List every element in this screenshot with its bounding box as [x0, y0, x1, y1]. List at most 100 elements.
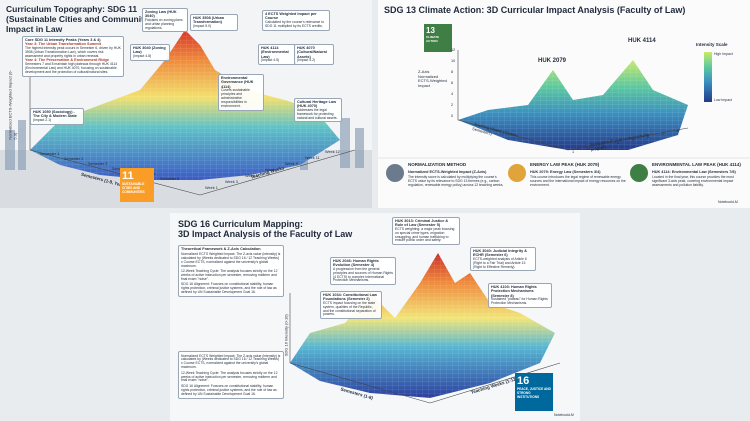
- note-head: HUK 4114: Environmental Law (Semesters 7…: [652, 170, 736, 174]
- z-tick-label: 12: [451, 48, 456, 52]
- y-axis-label: Normalized ECTS-Weighted Impact (0-5.0): [7, 70, 17, 140]
- callout-title: HUK 3508 (Urban Transformation): [193, 16, 225, 25]
- note-text: This course introduces the legal regime …: [530, 175, 626, 187]
- framework-item: 12-Week Teaching Cycle: The analysis foc…: [181, 370, 278, 383]
- callout-title: HUK 1034: Constitutional Law Foundations…: [323, 293, 378, 302]
- callout-text: Sustained "plateau" for Human Rights Pro…: [491, 297, 548, 305]
- semester-tick-label: 6: [647, 135, 650, 139]
- callout-title: HUK 4114 (Environmental Law): [261, 46, 289, 59]
- badge-text: SUSTAINABLE CITIES AND COMMUNITIES: [122, 182, 145, 194]
- callout-text: ECTS impact focusing on the state system…: [323, 300, 376, 317]
- callout: HUK 1034: Constitutional Law Foundations…: [320, 291, 382, 320]
- z-tick-label: 0: [451, 114, 454, 118]
- week-label: Week 3: [225, 180, 238, 184]
- callout: Zoning Law (HUK 3040) Focuses on zoning p…: [142, 8, 188, 33]
- title: SDG 13 Climate Action: 3D Curricular Imp…: [384, 5, 686, 15]
- callout-title: Cultural Heritage Law (HUK 4070): [297, 100, 337, 109]
- week-label: Week 11: [305, 156, 320, 160]
- callout-text: (Impact 4.8): [133, 53, 152, 58]
- week-label: Week 5: [245, 174, 258, 178]
- callout-title: HUK 3040: Judicial Integrity & ECHR (Sem…: [473, 249, 528, 258]
- note-title: ENERGY LAW PEAK (HUK 2079): [530, 162, 600, 167]
- callout-text: (Impact 2.1): [33, 117, 52, 122]
- callout-title: Zoning Law (HUK 3040): [145, 10, 177, 19]
- callout-text: ECTS weighting: a major peak focusing on…: [395, 226, 455, 243]
- callout-title: HUK 3040 (Zoning Law): [133, 46, 166, 55]
- note-icon: [386, 164, 404, 182]
- year4: Year 4: The Preservation & Environment R…: [25, 58, 109, 63]
- peak-label: HUK 4114: [628, 38, 656, 44]
- semester-tick-label: 4: [617, 141, 620, 145]
- summary: Core SDG 11 Intensity Peaks (Years 3 & 4…: [22, 36, 124, 77]
- panel-sdg16: SDG 16 Curriculum Mapping: 3D Impact Ana…: [170, 213, 580, 421]
- semester-tick-label: 3: [602, 144, 605, 148]
- week-label: Week 1: [205, 186, 218, 190]
- callout: HUK 4114 (Environmental Law) (Impact 4.5): [258, 44, 296, 65]
- z-axis-label: Z-Axis Normalized ECTS-Weighted Impact: [418, 69, 447, 88]
- week-label: Week 12: [325, 150, 340, 154]
- framework: Theoretical Framework & Z-Axis Calculati…: [178, 245, 284, 297]
- callout: Environmental Governance (HUK 4114) Cover…: [218, 74, 264, 111]
- semester-tick-label: 2: [587, 147, 590, 151]
- note-text: The intensity score is calculated by mul…: [408, 175, 504, 187]
- sdg13-badge: 13 CLIMATE ACTION: [424, 24, 452, 52]
- week-label: Week 9: [285, 162, 298, 166]
- panel-sdg11: Curriculum Topography: SDG 11 (Sustainab…: [0, 0, 372, 208]
- semester-label: Semester 2: [64, 157, 84, 161]
- framework-repeat: Normalized ECTS Weighted Impact: The Z-a…: [178, 351, 284, 399]
- sdg11-surface: [0, 30, 372, 208]
- callout-title: HUK 4103: Human Rights Protection Mechan…: [491, 285, 537, 298]
- callout: HUK 3508 (Urban Transformation) (Impact 5…: [190, 14, 238, 31]
- framework-item: SDG 16 Alignment: Focuses on constitutio…: [181, 282, 277, 295]
- callout-title: 4 ECTS Weighted Impact per Course: [265, 12, 317, 21]
- callout-text: (Impact 4.2): [297, 58, 316, 63]
- callout: Cultural Heritage Law (HUK 4070) Addresse…: [294, 98, 342, 123]
- callout-title: Environmental Governance (HUK 4114): [221, 76, 254, 89]
- panel-sdg13: SDG 13 Climate Action: 3D Curricular Imp…: [378, 0, 750, 208]
- callout-text: Calculated by the course's relevance to …: [265, 19, 325, 28]
- callout-text: Covers sustainable principles and admini…: [221, 88, 250, 108]
- callout-text: A progression from the general principle…: [333, 266, 393, 283]
- z-tick-label: 4: [451, 92, 454, 96]
- semester-tick-label: 8: [677, 129, 680, 133]
- badge-number: 16: [517, 375, 530, 387]
- note-head: Normalized ECTS-Weighted Impact (Z-Axis): [408, 170, 487, 174]
- badge-text: CLIMATE ACTION: [426, 35, 440, 43]
- sdg16-badge: 16 PEACE, JUSTICE AND STRONG INSTITUTION…: [515, 373, 553, 411]
- framework-item: Normalized ECTS Weighted Impact: The Z-a…: [181, 353, 281, 370]
- framework-title: Theoretical Framework & Z-Axis Calculati…: [181, 247, 261, 251]
- sdg16-surface: [289, 253, 561, 404]
- year3-text: The highest intensity peak occurs in Sem…: [25, 45, 121, 58]
- badge-number: 11: [122, 170, 134, 182]
- callout: HUK 4103: Human Rights Protection Mechan…: [488, 283, 552, 308]
- callout-title: HUK 3013: Criminal Justice & Rule of Law…: [395, 219, 449, 228]
- legend-high: High Impact: [714, 52, 733, 56]
- z-tick-label: 2: [451, 103, 454, 107]
- year3: Year 3: The Urban Transformation Summit: [25, 42, 101, 47]
- note-text: Located in the final year, this course p…: [652, 175, 734, 187]
- legend-title: Intensity Scale: [696, 42, 728, 47]
- semester-label: Semester 6: [160, 177, 180, 181]
- note-icon: [630, 164, 648, 182]
- callout: HUK 1050 (Sociology) - The City & Modern…: [30, 108, 84, 125]
- z-tick-label: 6: [451, 81, 454, 85]
- callout: HUK 2046: Human Rights Evolution (Semest…: [330, 257, 396, 286]
- callout: HUK 4070 (Cultural/Natural Assets) (Impac…: [294, 44, 334, 65]
- note-icon: [508, 164, 526, 182]
- callout-title: HUK 2046: Human Rights Evolution (Semest…: [333, 259, 379, 268]
- callout-title: HUK 4070 (Cultural/Natural Assets): [297, 46, 327, 59]
- note-head: HUK 2079: Energy Law (Semesters 3/4): [530, 170, 601, 174]
- note-title: ENVIRONMENTAL LAW PEAK (HUK 4114): [652, 162, 741, 167]
- legend-low: Low Impact: [714, 98, 732, 102]
- sdg11-badge: 11 SUSTAINABLE CITIES AND COMMUNITIES: [120, 168, 154, 202]
- callout-text: (Impact 4.5): [261, 58, 280, 63]
- summary-title: Core SDG 11 Intensity Peaks (Years 3 & 4…: [25, 38, 101, 42]
- framework-item: Normalized ECTS Weighted Impact: The Z-a…: [181, 251, 281, 268]
- peak-label: HUK 2079: [538, 58, 567, 64]
- semester-label: Semester 1: [40, 152, 60, 156]
- callout: 4 ECTS Weighted Impact per Course Calcula…: [262, 10, 330, 31]
- callout-text: (Impact 5.0): [193, 23, 212, 28]
- callout-text: Addresses the legal framework for protec…: [297, 107, 338, 120]
- sdg13-surface: [378, 50, 750, 159]
- callout-title: HUK 1050 (Sociology) - The City & Modern…: [33, 110, 77, 119]
